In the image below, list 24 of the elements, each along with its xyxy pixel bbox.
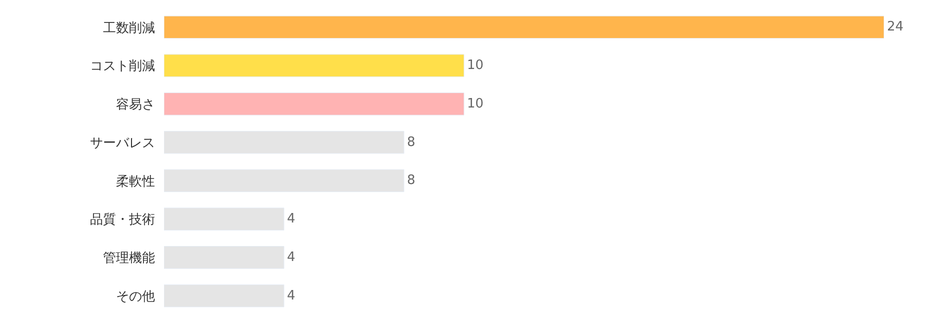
y-tick-label: コスト削減: [90, 59, 155, 74]
data-label: 8: [407, 173, 416, 188]
y-tick-label: 品質・技術: [90, 212, 155, 228]
data-label: 4: [287, 288, 296, 304]
y-tick-label: 工数削減: [103, 20, 155, 36]
data-label: 10: [467, 58, 484, 74]
data-label: 4: [287, 212, 296, 227]
data-label: 10: [467, 96, 484, 112]
bar: [164, 16, 884, 39]
bar: [164, 208, 284, 230]
y-tick-label: 柔軟性: [116, 174, 155, 190]
y-tick-label: 管理機能: [103, 250, 155, 266]
bar: [164, 246, 284, 269]
data-label: 4: [287, 250, 296, 265]
bar: [164, 130, 404, 154]
data-label: 24: [887, 20, 904, 35]
bar: [164, 284, 284, 308]
bar: [164, 54, 464, 77]
bar: [164, 92, 464, 116]
bar: [164, 169, 404, 192]
y-tick-label: その他: [116, 289, 155, 304]
y-tick-label: サーバレス: [90, 136, 155, 151]
data-label: 8: [407, 134, 416, 150]
y-tick-label: 容易さ: [116, 96, 155, 112]
